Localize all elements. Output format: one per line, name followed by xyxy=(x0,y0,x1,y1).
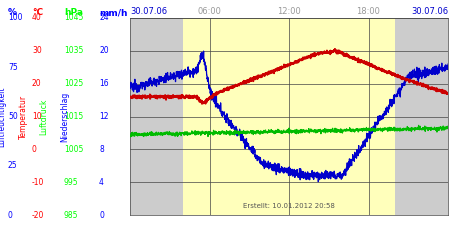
Text: 1005: 1005 xyxy=(64,145,83,154)
Text: 1045: 1045 xyxy=(64,14,83,22)
Text: hPa: hPa xyxy=(64,8,83,17)
Text: °C: °C xyxy=(32,8,43,17)
Text: Temperatur: Temperatur xyxy=(19,94,28,138)
Text: 50: 50 xyxy=(8,112,18,121)
Text: -10: -10 xyxy=(32,178,45,187)
Text: 06:00: 06:00 xyxy=(198,6,221,16)
Text: mm/h: mm/h xyxy=(99,8,127,17)
Text: 12:00: 12:00 xyxy=(277,6,301,16)
Text: %: % xyxy=(8,8,17,17)
Text: 0: 0 xyxy=(8,210,13,220)
Text: 30: 30 xyxy=(32,46,42,55)
Text: 10: 10 xyxy=(32,112,41,121)
Text: 985: 985 xyxy=(64,210,78,220)
Text: 1015: 1015 xyxy=(64,112,83,121)
Text: Erstellt: 10.01.2012 20:58: Erstellt: 10.01.2012 20:58 xyxy=(243,203,335,209)
Text: -20: -20 xyxy=(32,210,45,220)
Text: 1035: 1035 xyxy=(64,46,83,55)
Text: 24: 24 xyxy=(99,14,108,22)
Text: 8: 8 xyxy=(99,145,104,154)
Text: Luftdruck: Luftdruck xyxy=(40,98,49,135)
Text: 18:00: 18:00 xyxy=(356,6,380,16)
Text: 100: 100 xyxy=(8,14,22,22)
Text: 995: 995 xyxy=(64,178,79,187)
Text: 30.07.06: 30.07.06 xyxy=(411,6,448,16)
Text: 4: 4 xyxy=(99,178,104,187)
Text: 40: 40 xyxy=(32,14,42,22)
Text: 12: 12 xyxy=(99,112,108,121)
Text: 75: 75 xyxy=(8,63,18,72)
Text: 20: 20 xyxy=(32,79,41,88)
Text: Niederschlag: Niederschlag xyxy=(61,91,70,142)
Text: 1025: 1025 xyxy=(64,79,83,88)
Text: 20: 20 xyxy=(99,46,108,55)
Text: 30.07.06: 30.07.06 xyxy=(130,6,167,16)
Text: 0: 0 xyxy=(32,145,37,154)
Text: 16: 16 xyxy=(99,79,108,88)
Text: 0: 0 xyxy=(99,210,104,220)
Bar xyxy=(183,18,395,215)
Text: Luftfeuchtigkeit: Luftfeuchtigkeit xyxy=(0,86,7,147)
Text: 25: 25 xyxy=(8,161,18,170)
